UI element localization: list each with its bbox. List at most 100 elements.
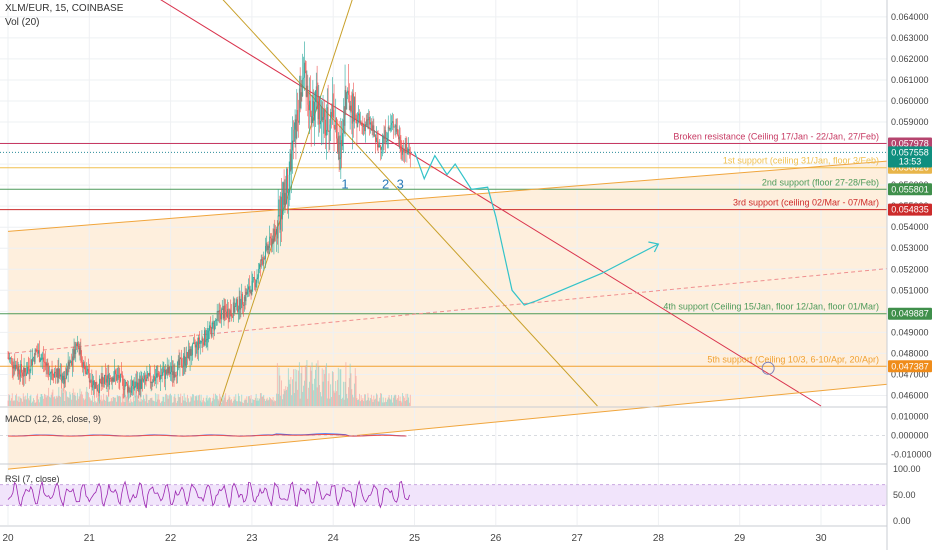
rsi-band [0, 484, 903, 506]
volume-bar [87, 391, 89, 406]
candle-body [337, 136, 339, 153]
volume-bar [232, 400, 234, 406]
volume-bar [116, 401, 117, 406]
candle-body [119, 378, 121, 382]
candle-body [13, 364, 15, 369]
candle-body [20, 364, 22, 377]
candle-body [403, 149, 404, 153]
candle-body [364, 123, 366, 132]
volume-bar [252, 399, 254, 406]
current-price-tag: 13:53 [899, 157, 922, 167]
volume-bar [221, 396, 223, 406]
volume-bar [64, 400, 66, 406]
candle-body [399, 136, 401, 147]
volume-bar [13, 400, 15, 406]
volume-bar [194, 395, 196, 406]
volume-bar [334, 392, 336, 406]
candle-body [193, 342, 194, 344]
volume-bar [191, 397, 193, 406]
candle-body [300, 92, 302, 108]
volume-bar [37, 393, 39, 406]
wave-label: 3 [397, 177, 404, 192]
volume-bar [251, 402, 253, 406]
volume-bar [140, 401, 142, 406]
volume-bar [168, 395, 170, 406]
volume-bar [150, 398, 152, 406]
volume-bar [239, 401, 241, 406]
volume-bar [17, 396, 19, 406]
candle-body [88, 368, 89, 374]
volume-bar [277, 393, 279, 406]
candle-body [255, 282, 257, 288]
volume-bar [33, 400, 35, 406]
trendline-falling-line [222, 0, 598, 407]
candle-body [234, 306, 236, 313]
volume-bar [209, 397, 210, 406]
candle-body [121, 373, 122, 375]
volume-bar [189, 401, 191, 406]
candle-body [207, 330, 209, 340]
candle-body [400, 146, 402, 151]
candle-body [354, 96, 356, 119]
candle-body [383, 136, 385, 139]
volume-bar [231, 399, 232, 406]
candle-body [169, 366, 171, 375]
candle-body [249, 289, 251, 293]
candle-body [254, 279, 256, 288]
candle-body [112, 377, 114, 382]
candle-body [72, 356, 74, 361]
volume-bar [322, 381, 324, 406]
volume-bar [89, 398, 91, 406]
volume-bar [264, 398, 266, 406]
candle-body [335, 117, 337, 129]
candle-body [51, 371, 53, 374]
volume-bar [16, 400, 18, 406]
candle-body [331, 112, 332, 117]
volume-bar [187, 398, 189, 406]
volume-bar [305, 365, 307, 406]
candle-body [138, 379, 140, 392]
candle-body [23, 367, 25, 377]
candle-body [322, 117, 324, 121]
volume-bar [104, 399, 105, 406]
candle-body [77, 342, 79, 348]
volume-bar [311, 362, 313, 406]
candle-body [127, 383, 128, 393]
volume-bar [227, 398, 229, 406]
candle-body [348, 94, 350, 111]
volume-bar [114, 397, 116, 406]
x-tick-label: 23 [246, 533, 258, 544]
candle-body [78, 347, 80, 355]
volume-bar [245, 399, 247, 406]
candle-body [365, 123, 367, 126]
candle-body [375, 137, 377, 143]
volume-bar [324, 373, 326, 406]
candle-body [270, 236, 271, 239]
candle-body [304, 62, 306, 71]
candle-body [338, 136, 340, 160]
volume-bar [19, 396, 21, 406]
candle-body [124, 384, 126, 390]
volume-bar [148, 400, 149, 406]
volume-bar [130, 398, 132, 406]
candle-body [132, 380, 133, 386]
candle-body [139, 379, 141, 390]
macd-title: MACD (12, 26, close, 9) [5, 414, 101, 424]
candle-body [178, 359, 180, 366]
volume-bar [91, 400, 93, 406]
candle-body [187, 352, 188, 358]
volume-bar [306, 360, 308, 406]
candle-body [87, 368, 89, 372]
candle-body [137, 382, 138, 389]
candle-body [192, 343, 194, 356]
volume-bar [44, 393, 45, 406]
volume-bar [353, 383, 355, 406]
current-price-tag-bg [888, 146, 932, 159]
volume-bar [279, 375, 281, 406]
candle-body [181, 358, 183, 367]
volume-bar [206, 395, 208, 406]
candle-body [265, 245, 266, 259]
candle-body [313, 101, 315, 121]
volume-bar [8, 394, 10, 406]
